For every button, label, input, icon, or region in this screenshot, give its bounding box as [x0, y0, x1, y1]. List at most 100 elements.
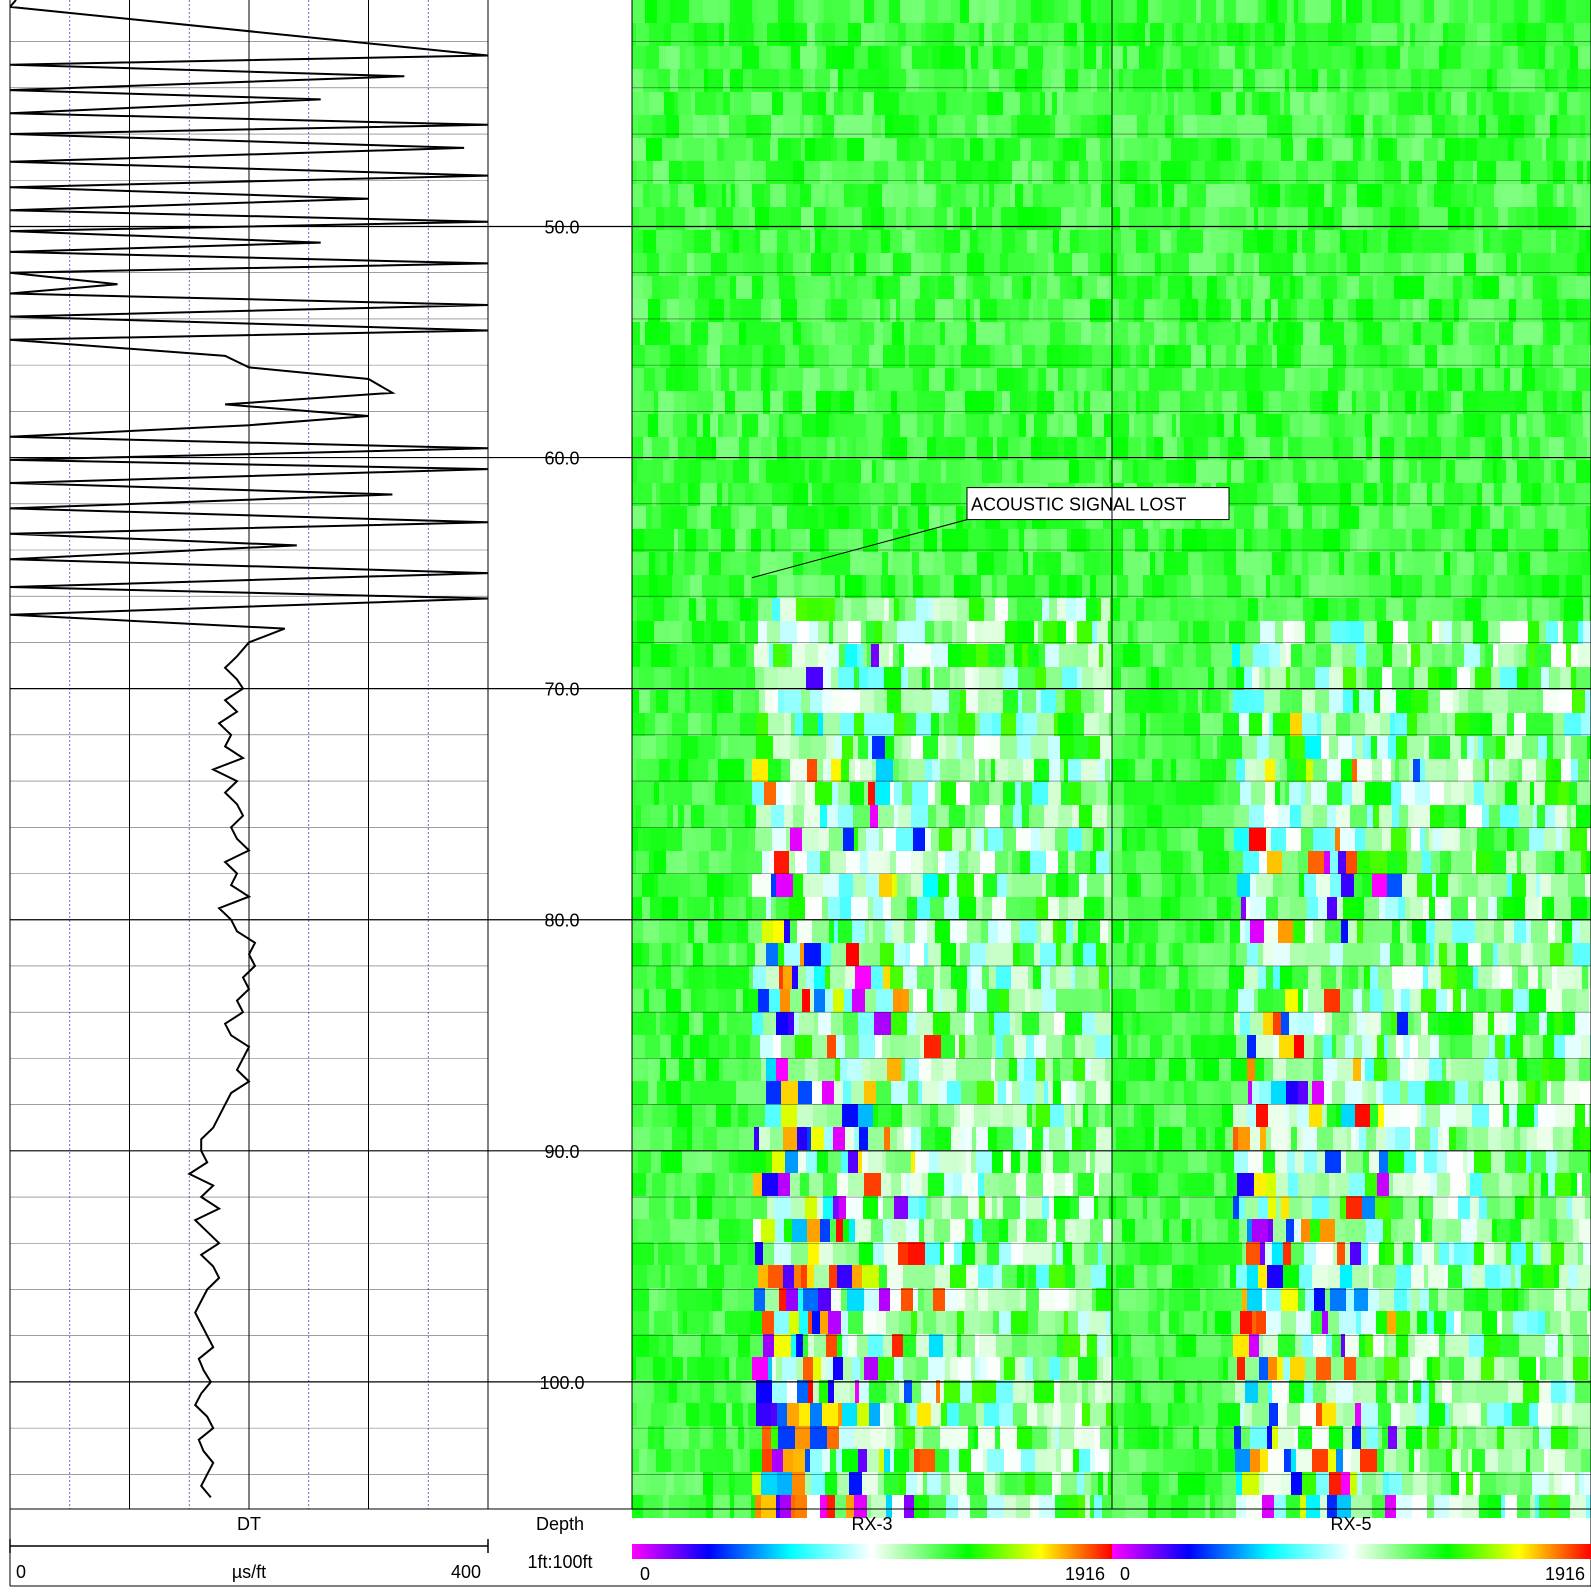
rx3-cell	[1014, 644, 1022, 667]
rx5-cell	[1258, 184, 1268, 207]
rx3-cell	[755, 667, 764, 690]
rx5-cell	[1550, 115, 1557, 138]
rx3-cell	[931, 299, 935, 322]
rx3-cell	[712, 690, 718, 713]
rx3-cell	[695, 483, 700, 506]
rx3-cell	[995, 759, 1008, 782]
rx3-cell	[1017, 115, 1032, 138]
rx3-cell	[650, 828, 666, 851]
rx3-cell	[810, 690, 822, 713]
rx5-cell	[1565, 736, 1571, 759]
rx5-cell	[1526, 414, 1533, 437]
rx5-cell	[1511, 69, 1527, 92]
rx3-cell	[924, 414, 933, 437]
rx5-cell	[1544, 828, 1556, 851]
rx3-cell	[695, 92, 701, 115]
rx5-cell	[1482, 506, 1490, 529]
rx5-cell	[1245, 621, 1260, 644]
rx3-cell	[1056, 989, 1073, 1012]
rx5-cell	[1147, 805, 1162, 828]
rx3-cell	[1072, 1242, 1084, 1265]
rx5-cell	[1534, 207, 1538, 230]
rx5-cell	[1318, 161, 1332, 184]
rx5-cell	[1288, 437, 1302, 460]
rx5-cell	[1198, 138, 1211, 161]
rx5-cell	[1406, 506, 1410, 529]
rx5-cell	[1382, 115, 1392, 138]
rx5-cell	[1559, 368, 1563, 391]
rx5-cell	[1329, 736, 1338, 759]
rx5-cell	[1255, 69, 1264, 92]
rx5-cell	[1141, 138, 1153, 161]
rx5-cell	[1514, 184, 1522, 207]
rx5-cell	[1524, 115, 1535, 138]
rx3-cell	[763, 23, 767, 46]
rx5-cell	[1224, 828, 1234, 851]
rx3-cell	[762, 1426, 771, 1449]
rx5-cell	[1477, 184, 1494, 207]
rx3-cell	[936, 437, 948, 460]
rx5-cell	[1451, 897, 1468, 920]
rx3-cell	[683, 1357, 687, 1380]
rx3-cell	[1065, 1495, 1078, 1518]
rx3-cell	[638, 1219, 652, 1242]
rx3-cell	[632, 1265, 647, 1288]
rx3-cell	[829, 1265, 837, 1288]
rx5-cell	[1223, 529, 1236, 552]
rx3-cell	[962, 1173, 974, 1196]
rx3-cell	[748, 989, 758, 1012]
rx5-cell	[1455, 460, 1465, 483]
rx5-cell	[1186, 690, 1198, 713]
rx5-cell	[1542, 299, 1559, 322]
rx3-cell	[789, 897, 805, 920]
rx3-cell	[773, 920, 784, 943]
rx5-cell	[1244, 667, 1252, 690]
rx5-cell	[1432, 621, 1439, 644]
rx3-cell	[812, 1311, 820, 1334]
rx5-cell	[1552, 207, 1568, 230]
rx3-cell	[925, 1242, 940, 1265]
rx3-cell	[870, 1426, 886, 1449]
rx3-cell	[632, 1104, 643, 1127]
rx3-cell	[769, 851, 774, 874]
rx3-cell	[1096, 23, 1103, 46]
rx3-cell	[1098, 1242, 1102, 1265]
rx3-cell	[805, 1449, 810, 1472]
rx3-cell	[729, 1357, 736, 1380]
rx3-cell	[704, 621, 711, 644]
rx3-cell	[632, 1150, 638, 1173]
rx3-cell	[970, 943, 986, 966]
rx3-cell	[768, 713, 784, 736]
rx5-cell	[1257, 230, 1273, 253]
rx3-cell	[632, 483, 636, 506]
rx3-cell	[781, 1104, 797, 1127]
rx5-cell	[1150, 184, 1158, 207]
rx3-cell	[894, 805, 898, 828]
rx3-cell	[655, 713, 667, 736]
rx3-cell	[726, 989, 736, 1012]
rx3-cell	[1031, 276, 1037, 299]
rx3-cell	[681, 1426, 689, 1449]
rx5-cell	[1181, 667, 1189, 690]
rx3-cell	[840, 575, 845, 598]
rx5-cell	[1434, 184, 1451, 207]
rx3-cell	[1073, 1449, 1079, 1472]
rx3-cell	[691, 322, 708, 345]
rx5-cell	[1285, 736, 1290, 759]
rx5-cell	[1178, 690, 1186, 713]
rx3-cell	[703, 1127, 717, 1150]
rx3-cell	[1002, 230, 1015, 253]
rx5-cell	[1489, 759, 1493, 782]
rx3-cell	[704, 966, 712, 989]
rx5-cell	[1451, 782, 1464, 805]
rx5-cell	[1424, 276, 1439, 299]
rx3-cell	[893, 115, 905, 138]
rx5-cell	[1477, 828, 1494, 851]
rx3-cell	[936, 1311, 946, 1334]
rx5-cell	[1435, 736, 1450, 759]
rx3-cell	[1100, 1426, 1112, 1449]
rx3-cell	[1095, 1449, 1109, 1472]
rx5-cell	[1432, 644, 1445, 667]
rx5-cell	[1534, 782, 1545, 805]
rx5-cell	[1522, 368, 1535, 391]
